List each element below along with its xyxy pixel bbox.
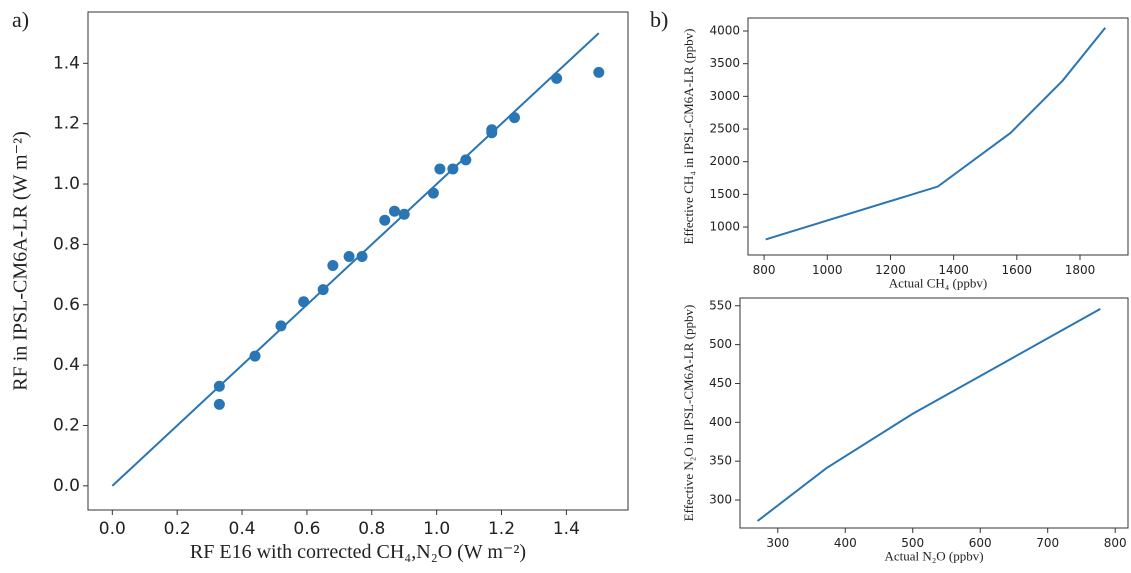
x-tick-label: 0.8 [358,519,385,539]
x-axis-label: Actual CH₄ (ppbv) [889,276,987,291]
scatter-point [551,72,563,84]
scatter-point [460,154,472,166]
plot-frame [747,17,1129,256]
y-tick-label: 0.0 [53,476,80,496]
y-tick-label: 3500 [709,56,740,70]
scatter-point [356,250,368,262]
x-tick-label: 1600 [1002,263,1033,277]
scatter-point [593,66,605,78]
y-tick-label: 2000 [709,154,740,168]
x-tick-label: 800 [1104,536,1127,550]
x-axis-label: Actual N₂O (ppbv) [884,549,983,564]
x-axis-label: RF E16 with corrected CH₄,N₂O (W m⁻²) [190,541,526,563]
scatter-point [298,296,310,308]
y-tick-label: 1500 [709,187,740,201]
plot-frame [87,11,629,511]
x-tick-label: 1000 [812,263,843,277]
x-tick-label: 700 [1036,536,1059,550]
scatter-point [213,398,225,410]
y-axis-label: Effective CH₄ in IPSL-CM6A-LR (ppbv) [681,29,696,245]
scatter-point [249,350,261,362]
x-tick-label: 400 [834,536,857,550]
y-axis-label: Effective N₂O in IPSL-CM6A-LR (ppbv) [681,305,696,522]
scatter-point [275,320,287,332]
x-tick-label: 800 [753,263,776,277]
x-tick-label: 1.2 [488,519,515,539]
scatter-point [434,163,446,175]
y-tick-label: 550 [709,298,732,312]
data-line [756,308,1101,522]
x-tick-label: 600 [969,536,992,550]
y-axis-label: RF in IPSL-CM6A-LR (W m⁻²) [10,131,32,391]
data-line [765,27,1107,241]
scatter-point [379,214,391,226]
x-tick-label: 300 [766,536,789,550]
x-tick-label: 0.6 [293,519,320,539]
data-line [111,32,600,487]
y-tick-label: 350 [709,454,732,468]
y-tick-label: 1.2 [53,114,80,134]
y-tick-label: 2500 [709,122,740,136]
x-tick-label: 0.4 [229,519,256,539]
x-tick-label: 500 [901,536,924,550]
y-tick-label: 0.6 [53,295,80,315]
x-tick-label: 0.0 [99,519,126,539]
panel-label: b) [650,7,668,32]
x-tick-label: 0.2 [164,519,191,539]
y-tick-label: 1.4 [53,53,80,73]
scatter-point [388,205,400,217]
plot-frame [739,297,1129,529]
scatter-point [327,260,339,272]
y-tick-label: 0.4 [53,355,80,375]
y-tick-label: 300 [709,493,732,507]
scatter-point [343,250,355,262]
y-tick-label: 500 [709,337,732,351]
x-tick-label: 1800 [1065,263,1096,277]
y-tick-label: 450 [709,376,732,390]
y-tick-label: 400 [709,415,732,429]
y-tick-label: 1.0 [53,174,80,194]
x-tick-label: 1400 [938,263,969,277]
y-tick-label: 0.8 [53,234,80,254]
y-tick-label: 4000 [709,24,740,38]
scatter-point [508,112,520,124]
y-tick-label: 3000 [709,89,740,103]
y-tick-label: 1000 [709,220,740,234]
y-tick-label: 0.2 [53,415,80,435]
scatter-point [427,187,439,199]
panel-label: a) [12,7,29,32]
x-tick-label: 1.4 [553,519,580,539]
x-tick-label: 1.0 [423,519,450,539]
x-tick-label: 1200 [875,263,906,277]
